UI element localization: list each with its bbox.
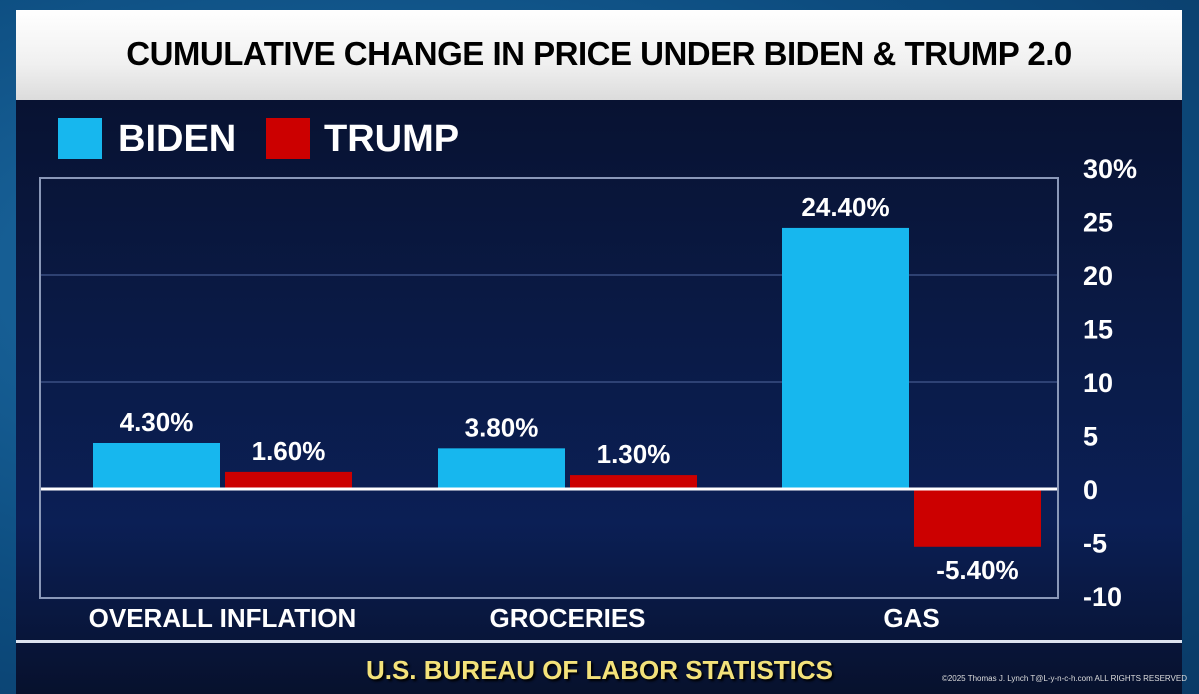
copyright-notice: ©2025 Thomas J. Lynch T@L-y-n-c-h.com AL…	[941, 674, 1187, 683]
y-tick-label: 10	[1083, 368, 1113, 398]
bar-trump-0	[225, 471, 352, 489]
y-tick-label: -10	[1083, 582, 1122, 612]
y-tick-label: 20	[1083, 261, 1113, 291]
legend-label-biden: BIDEN	[118, 118, 237, 160]
data-label: 4.30%	[120, 407, 194, 437]
y-tick-label: 5	[1083, 422, 1098, 452]
y-tick-label: 30%	[1083, 154, 1137, 184]
bar-biden-1	[438, 448, 565, 489]
legend-swatch-trump	[266, 118, 310, 159]
data-label: 1.60%	[252, 436, 326, 466]
y-tick-label: -5	[1083, 529, 1107, 559]
y-tick-label: 15	[1083, 315, 1113, 345]
bar-trump-2	[914, 489, 1041, 547]
chart-panel	[16, 10, 1182, 694]
title-bar: CUMULATIVE CHANGE IN PRICE UNDER BIDEN &…	[16, 10, 1182, 100]
bar-trump-1	[570, 475, 697, 489]
data-label: -5.40%	[936, 555, 1018, 585]
category-label: GAS	[883, 603, 939, 633]
bar-biden-2	[782, 227, 909, 490]
data-label: 1.30%	[597, 439, 671, 469]
panel-divider	[16, 640, 1182, 643]
bar-biden-0	[93, 442, 220, 489]
legend-label-trump: TRUMP	[324, 118, 460, 160]
category-label: OVERALL INFLATION	[89, 603, 357, 633]
legend-swatch-biden	[58, 118, 102, 159]
plot-frame	[39, 177, 1059, 599]
y-tick-label: 0	[1083, 475, 1098, 505]
source-label: U.S. BUREAU OF LABOR STATISTICS	[365, 655, 834, 685]
data-label: 24.40%	[801, 192, 889, 222]
y-tick-label: 25	[1083, 208, 1113, 238]
category-label: GROCERIES	[489, 603, 645, 633]
chart-title: CUMULATIVE CHANGE IN PRICE UNDER BIDEN &…	[126, 35, 1072, 72]
data-label: 3.80%	[465, 412, 539, 442]
